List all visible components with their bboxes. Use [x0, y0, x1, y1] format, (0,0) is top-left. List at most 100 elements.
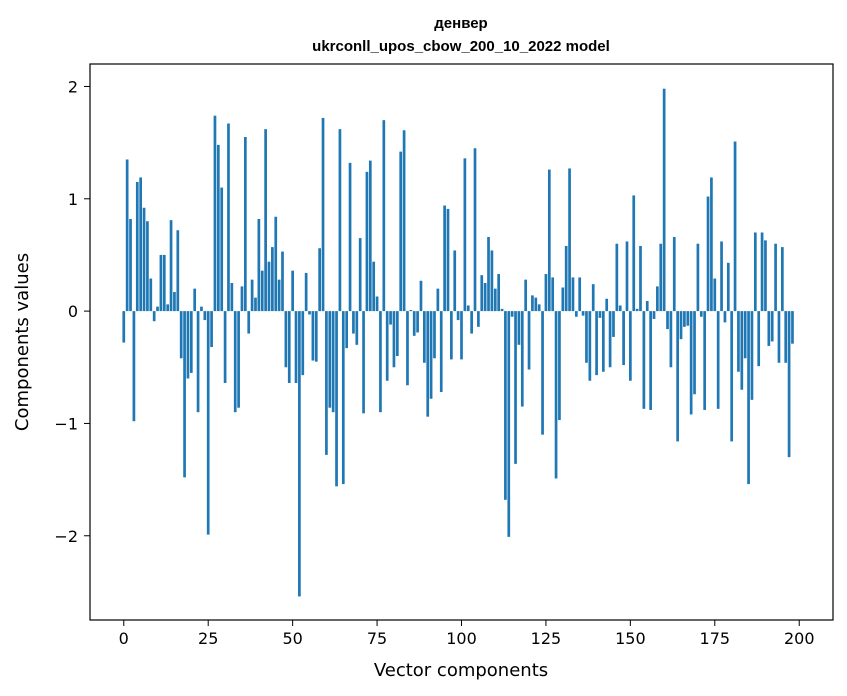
bar — [189, 311, 193, 373]
bar — [230, 283, 234, 312]
bar — [605, 298, 609, 312]
bar — [453, 250, 457, 312]
bar — [446, 208, 450, 312]
bar — [429, 311, 433, 399]
bar — [206, 311, 210, 535]
bar — [716, 311, 720, 409]
bar — [193, 288, 197, 312]
bar — [416, 311, 419, 333]
bar — [527, 311, 531, 370]
bar — [463, 158, 467, 312]
bar — [683, 311, 686, 327]
bar — [652, 311, 656, 319]
bar — [402, 130, 406, 312]
bar — [564, 245, 568, 312]
bar — [237, 311, 240, 408]
bars-group — [122, 88, 794, 597]
bar — [216, 144, 220, 312]
y-tick-label: 2 — [68, 77, 78, 96]
bar — [213, 115, 217, 312]
y-tick-label: −1 — [54, 414, 78, 433]
bar — [149, 278, 153, 312]
bar — [456, 311, 460, 321]
bar — [639, 245, 642, 312]
bar — [629, 311, 632, 381]
bar — [352, 311, 355, 334]
bar — [139, 177, 143, 312]
bar — [426, 311, 430, 417]
bar — [514, 311, 517, 464]
bar — [649, 311, 652, 410]
bar — [348, 162, 352, 312]
bar — [169, 220, 173, 312]
bar — [375, 296, 379, 312]
bar — [699, 311, 703, 317]
bar — [294, 311, 298, 383]
bar — [791, 311, 794, 344]
bar — [355, 311, 359, 345]
bar — [368, 160, 372, 312]
bar — [750, 311, 754, 400]
bar — [395, 311, 399, 357]
bar — [686, 311, 690, 326]
bar — [551, 277, 555, 312]
bar — [618, 305, 622, 312]
bar — [321, 117, 325, 312]
bar — [473, 148, 477, 312]
bar — [406, 311, 409, 386]
bar — [561, 287, 565, 312]
bar — [159, 254, 163, 312]
bar — [669, 311, 673, 368]
bar — [281, 251, 284, 312]
bar — [726, 262, 730, 312]
bar — [679, 311, 683, 340]
bar — [135, 181, 139, 312]
bar — [362, 311, 365, 414]
bar — [260, 270, 264, 312]
bar — [325, 311, 328, 455]
bar — [308, 311, 311, 315]
y-axis-ticks: −2 −1 0 1 2 — [54, 77, 90, 546]
bar — [311, 311, 315, 361]
bar — [196, 311, 200, 413]
bar — [487, 236, 490, 312]
y-tick-label: −2 — [54, 527, 78, 546]
bar — [412, 311, 416, 336]
bar — [578, 277, 582, 312]
bar — [706, 196, 710, 312]
bar — [250, 279, 254, 312]
bar — [733, 141, 737, 312]
bar — [703, 311, 707, 410]
bar — [588, 311, 592, 381]
bar — [662, 88, 666, 312]
bar — [774, 243, 777, 312]
bar — [450, 311, 453, 360]
bar — [537, 304, 541, 312]
x-tick-label: 0 — [119, 629, 129, 648]
bar — [267, 261, 271, 312]
x-axis-label: Vector components — [374, 660, 548, 681]
bar — [693, 311, 696, 395]
bar — [298, 311, 301, 597]
bar — [784, 311, 788, 363]
bar — [186, 311, 190, 379]
chart-title: денвер — [434, 15, 487, 32]
y-axis-label: Components values — [12, 253, 33, 431]
bar — [720, 241, 723, 312]
bar — [601, 311, 605, 372]
bar — [304, 272, 308, 312]
y-tick-label: 1 — [68, 190, 78, 209]
bar — [520, 311, 524, 407]
bar — [335, 311, 338, 487]
bar — [666, 311, 669, 330]
bar — [541, 311, 544, 435]
bar — [490, 250, 494, 312]
bar — [460, 311, 463, 360]
bar — [659, 243, 663, 312]
bar — [179, 311, 183, 359]
x-tick-label: 100 — [446, 629, 477, 648]
bar — [122, 311, 126, 343]
bar — [338, 129, 342, 312]
bar — [423, 311, 426, 363]
bar — [244, 137, 247, 312]
